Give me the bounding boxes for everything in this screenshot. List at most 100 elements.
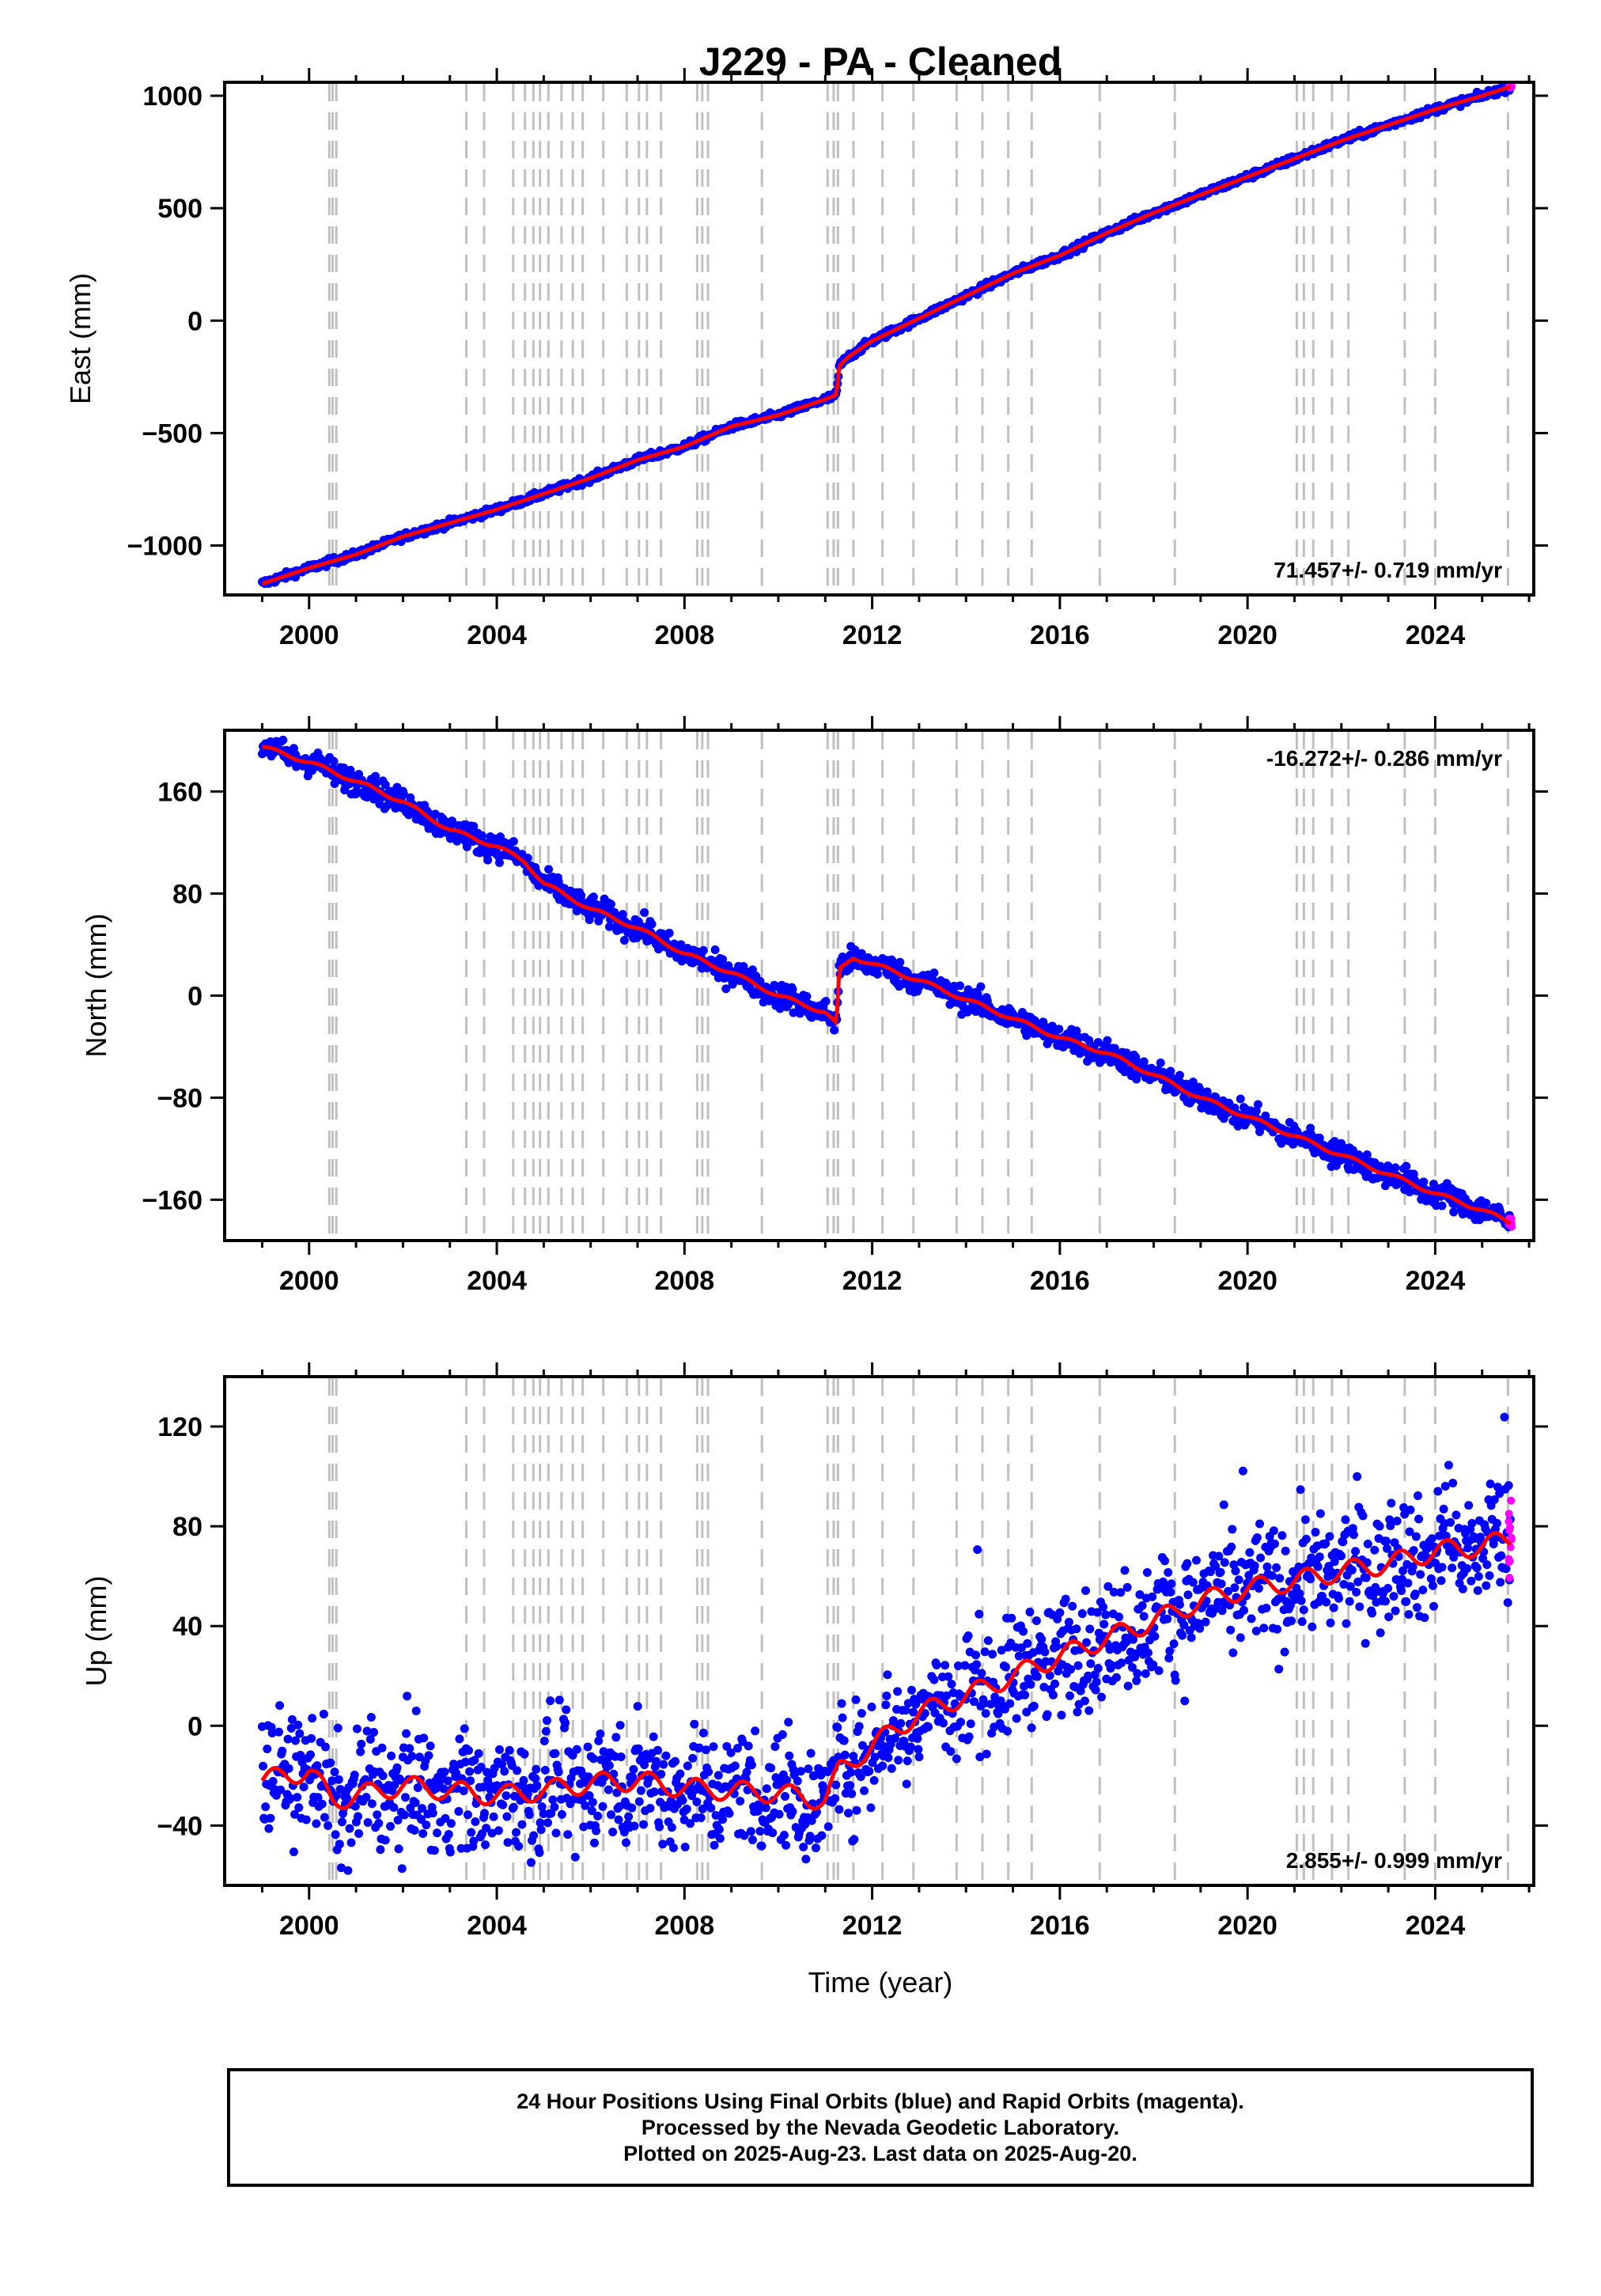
north-point <box>619 935 629 945</box>
up-point <box>793 1776 802 1786</box>
up-point <box>854 1722 864 1731</box>
up-point <box>327 1776 337 1786</box>
up-point <box>430 1846 439 1855</box>
panel-east: 2000 2004 2008 2012 2016 2020 202410005000−500… <box>64 68 1548 650</box>
up-point <box>480 1809 490 1818</box>
up-point <box>502 1812 512 1821</box>
up-point <box>557 1809 566 1819</box>
up-point <box>474 1749 483 1758</box>
north-point <box>1175 1070 1184 1080</box>
east-x-tick-label: 2020 <box>1217 620 1277 650</box>
up-point <box>979 1699 989 1708</box>
up-point <box>387 1751 396 1760</box>
up-point <box>856 1772 865 1782</box>
up-point <box>1396 1586 1406 1596</box>
up-point <box>1122 1582 1132 1592</box>
up-point <box>393 1815 403 1824</box>
up-point <box>994 1709 1003 1718</box>
up-point <box>1262 1562 1272 1571</box>
up-point <box>286 1794 295 1803</box>
north-y-tick-label: −80 <box>157 1083 202 1113</box>
up-point <box>503 1838 513 1847</box>
up-point <box>740 1831 749 1840</box>
up-point <box>941 1661 950 1670</box>
up-point <box>762 1784 771 1794</box>
up-point <box>418 1804 427 1813</box>
up-point <box>572 1745 581 1754</box>
up-point <box>806 1749 816 1758</box>
up-point <box>751 1726 760 1736</box>
up-point <box>459 1786 468 1795</box>
up-point <box>426 1741 435 1751</box>
up-point <box>1273 1624 1282 1634</box>
up-point <box>526 1858 536 1867</box>
up-point <box>1486 1480 1495 1489</box>
up-point <box>661 1751 671 1760</box>
up-point <box>563 1830 573 1839</box>
up-point <box>1313 1562 1323 1571</box>
up-y-tick-label: 0 <box>187 1711 202 1741</box>
north-x-tick-label: 2004 <box>467 1266 527 1296</box>
north-point <box>647 919 657 929</box>
up-point <box>517 1820 527 1829</box>
up-point <box>890 1733 899 1743</box>
up-point <box>331 1830 340 1839</box>
up-point <box>611 1733 621 1742</box>
up-point <box>411 1706 421 1715</box>
up-point <box>1228 1525 1237 1534</box>
up-point <box>1404 1610 1414 1620</box>
up-point <box>846 1781 855 1790</box>
north-point <box>544 865 554 874</box>
up-point <box>607 1810 616 1820</box>
up-point <box>1090 1670 1100 1680</box>
up-point <box>1005 1699 1015 1708</box>
up-point <box>860 1786 869 1795</box>
up-point <box>1001 1662 1010 1672</box>
up-point <box>698 1728 708 1737</box>
up-point <box>1187 1633 1196 1642</box>
up-point <box>817 1831 827 1840</box>
up-point <box>402 1729 411 1738</box>
up-point <box>1127 1662 1137 1672</box>
north-point <box>1047 1021 1057 1031</box>
up-point <box>1180 1696 1190 1706</box>
up-point <box>725 1809 734 1818</box>
up-point <box>914 1745 923 1754</box>
up-point <box>464 1746 474 1756</box>
up-point <box>1092 1677 1101 1687</box>
up-point <box>394 1844 403 1854</box>
up-point <box>585 1791 594 1801</box>
up-point <box>535 1848 544 1858</box>
up-point <box>1482 1560 1492 1570</box>
up-point <box>1370 1545 1380 1555</box>
east-x-tick-label: 2024 <box>1406 620 1466 650</box>
up-point <box>883 1670 892 1680</box>
up-point <box>354 1812 363 1821</box>
up-point <box>454 1806 464 1816</box>
up-point <box>1093 1664 1103 1673</box>
up-point <box>467 1828 476 1837</box>
up-point <box>1467 1518 1477 1528</box>
up-point <box>1474 1571 1483 1581</box>
up-point <box>1080 1696 1089 1706</box>
up-point <box>779 1831 789 1840</box>
up-point <box>1299 1605 1308 1615</box>
up-point <box>1029 1701 1039 1711</box>
up-point <box>1355 1602 1364 1612</box>
north-x-tick-label: 2016 <box>1030 1266 1090 1296</box>
up-point <box>1315 1552 1324 1562</box>
up-point <box>396 1775 405 1785</box>
up-point <box>1201 1617 1210 1627</box>
up-point <box>1428 1581 1437 1590</box>
up-point <box>308 1714 317 1723</box>
up-point <box>1166 1587 1175 1597</box>
north-model-line <box>262 744 1512 1226</box>
east-x-tick-label: 2008 <box>655 620 715 650</box>
up-point <box>1052 1642 1062 1651</box>
up-point <box>671 1756 680 1766</box>
up-point <box>287 1714 297 1724</box>
up-point <box>301 1815 311 1824</box>
up-point <box>939 1718 948 1728</box>
up-point <box>1259 1623 1269 1633</box>
up-point <box>971 1650 981 1660</box>
